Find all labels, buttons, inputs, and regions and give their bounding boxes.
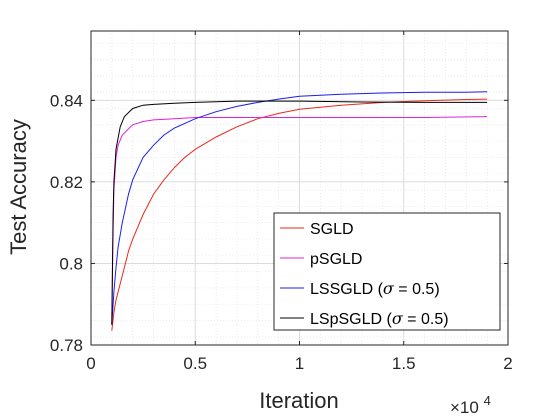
legend-lspsgld-suffix: = 0.5) [403, 311, 449, 328]
x-tick-label: 0.5 [183, 354, 207, 373]
legend-lssgld-suffix: = 0.5) [394, 281, 440, 298]
x-axis-label: Iteration [259, 388, 339, 413]
legend: SGLD pSGLD LSSGLD (σ = 0.5) LSpSGLD (σ =… [273, 212, 501, 331]
legend-lssgld-sigma: σ [383, 279, 395, 298]
legend-lspsgld-prefix: LSpSGLD ( [310, 311, 392, 328]
legend-lssgld-prefix: LSSGLD ( [310, 281, 384, 298]
legend-lspsgld-sigma: σ [392, 309, 404, 328]
x-tick-label: 1.5 [392, 354, 416, 373]
x-tick-label: 1 [295, 354, 304, 373]
x-tick-label: 0 [86, 354, 95, 373]
legend-box [273, 212, 501, 331]
x-multiplier-label: ×10 4 [450, 393, 491, 417]
legend-label-lssgld: LSSGLD (σ = 0.5) [310, 279, 440, 298]
x-multiplier-exponent: 4 [484, 393, 491, 408]
x-tick-label: 2 [503, 354, 512, 373]
y-axis-label: Test Accuracy [6, 119, 31, 255]
y-tick-label: 0.84 [50, 91, 83, 110]
series-line-psgld [111, 116, 488, 325]
legend-label-sgld: SGLD [310, 221, 354, 238]
y-tick-label: 0.82 [50, 173, 83, 192]
y-tick-label: 0.78 [50, 336, 83, 355]
legend-label-lspsgld: LSpSGLD (σ = 0.5) [310, 309, 449, 328]
y-tick-label: 0.8 [59, 254, 83, 273]
legend-label-psgld: pSGLD [310, 251, 362, 268]
series-line-sgld [111, 98, 488, 331]
series-line-lspsgld [111, 100, 488, 325]
series-line-lssgld [111, 91, 488, 325]
x-multiplier-base: ×10 [450, 398, 479, 417]
